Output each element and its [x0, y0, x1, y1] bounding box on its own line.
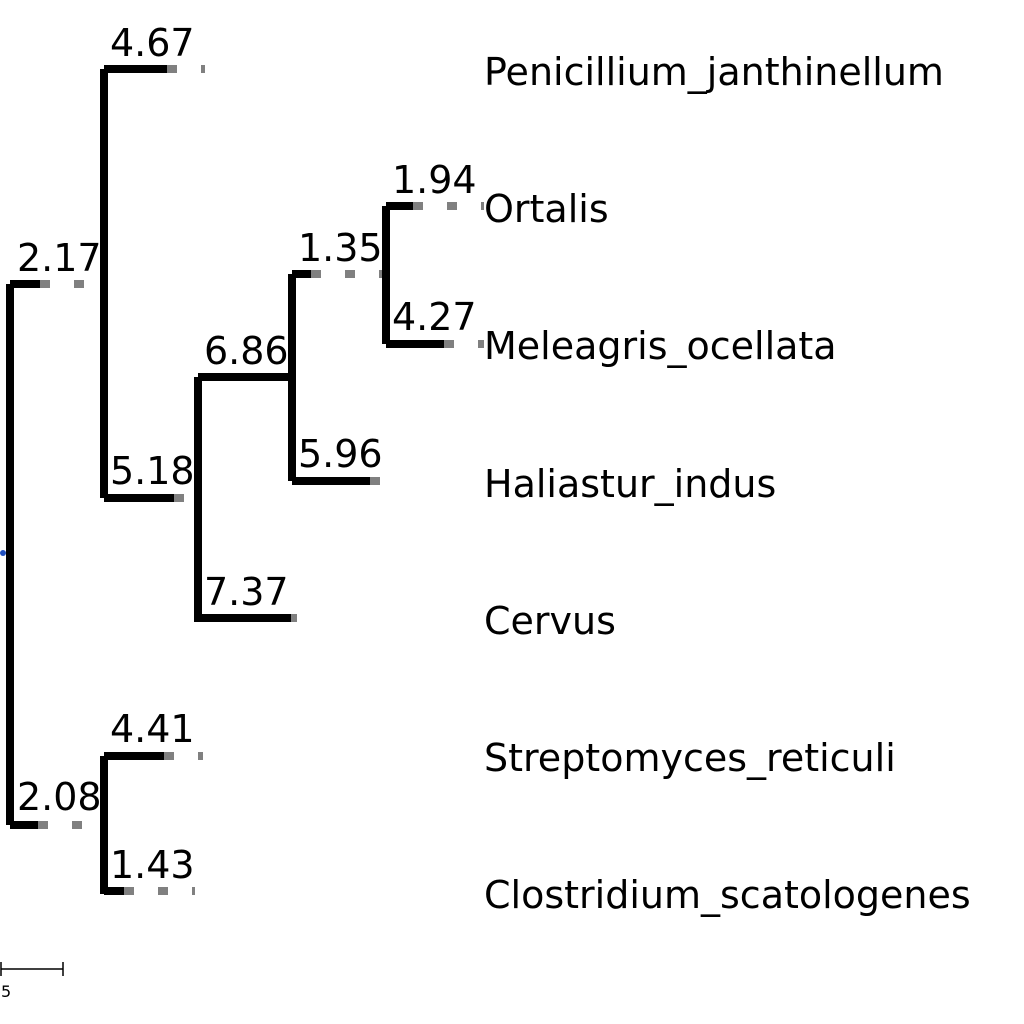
leaf-label-haliastur-indus: Haliastur_indus — [484, 462, 776, 506]
leaf-label-ortalis: Ortalis — [484, 187, 609, 231]
scale-bar: 5 — [0, 962, 64, 1001]
branch-length-label-c: 6.86 — [204, 329, 289, 373]
branch-length-label-l5: 7.37 — [204, 570, 289, 614]
branch-length-label-d: 1.35 — [298, 226, 383, 270]
root-dot — [0, 550, 6, 556]
branch-length-label-l4: 5.96 — [298, 432, 383, 476]
branch-length-label-l1: 4.67 — [110, 21, 195, 65]
branch-length-label-a: 2.17 — [17, 236, 102, 280]
branch-length-label-e: 2.08 — [17, 775, 102, 819]
branch-length-label-l3: 4.27 — [392, 295, 477, 339]
scale-bar-label: 5 — [1, 982, 11, 1001]
branch-length-label-l7: 1.43 — [110, 843, 195, 887]
branch-length-label-l2: 1.94 — [392, 158, 477, 202]
leaf-label-streptomyces-reticuli: Streptomyces_reticuli — [484, 736, 896, 780]
branch-length-label-b: 5.18 — [110, 449, 195, 493]
leaf-label-meleagris-ocellata: Meleagris_ocellata — [484, 324, 837, 368]
branch-length-label-l6: 4.41 — [110, 707, 195, 751]
leaf-label-penicillium-janthinellum: Penicillium_janthinellum — [484, 50, 944, 94]
leaf-label-cervus: Cervus — [484, 599, 616, 643]
leaf-label-clostridium-scatologenes: Clostridium_scatologenes — [484, 873, 971, 917]
